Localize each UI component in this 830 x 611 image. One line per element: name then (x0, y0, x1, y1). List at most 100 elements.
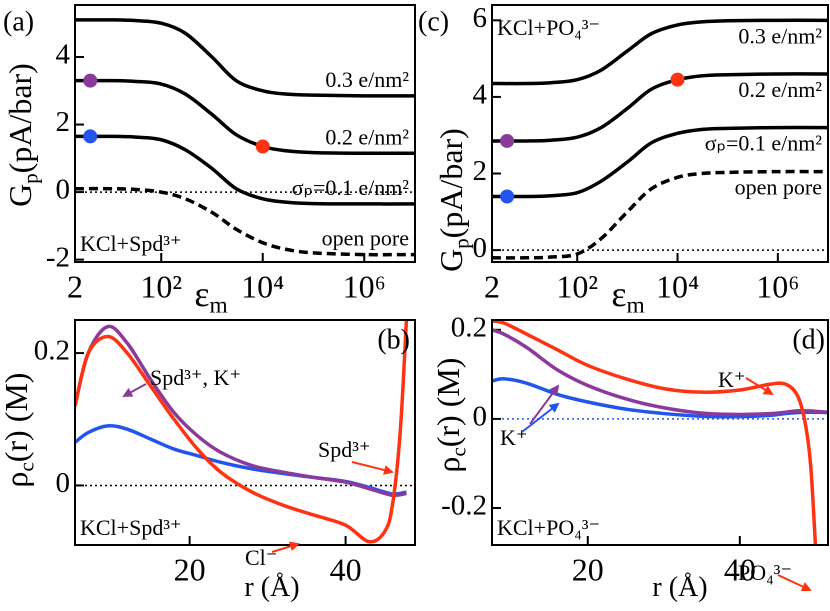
label-part: ε (194, 274, 209, 314)
y-tick-label: 0 (473, 401, 488, 433)
arrow (271, 541, 300, 553)
series-label: 0.3 e/nm² (738, 23, 822, 48)
curve (75, 186, 415, 257)
series-label: σₚ=0.1 e/nm² (292, 175, 410, 200)
arrow (777, 574, 812, 592)
y-tick-label: 0 (56, 174, 71, 206)
arrow (122, 383, 147, 397)
panel: 20 40 0 0.2 (b) r (Å) ρc(r) (M) Spd³⁺, K⁺ Spd³⁺ C… (0, 319, 416, 603)
label-part: (pA/bar) (2, 63, 38, 173)
x-axis-label: r (Å) (244, 572, 299, 603)
y-tick-label: 2 (56, 106, 71, 138)
series-label: open pore (322, 226, 409, 251)
x-tick-label: 10² (140, 268, 182, 304)
label-part: (r) (M) (0, 373, 34, 463)
plot-frame (74, 319, 416, 546)
plot-frame (74, 4, 416, 263)
y-tick-label: -0.2 (441, 490, 487, 522)
annotation: Cl⁻ (245, 545, 277, 570)
curve (75, 18, 415, 98)
label-part: c (15, 462, 38, 471)
y-tick-label: 4 (56, 39, 71, 71)
label-part: (r) (M) (430, 358, 466, 448)
annotation: KCl+PO₄³⁻ (497, 515, 600, 540)
label-part: ε (611, 274, 626, 314)
series-label: σₚ=0.1 e/nm² (705, 131, 823, 156)
panel-label: (d) (792, 324, 825, 355)
arrow (745, 377, 774, 396)
x-tick-label: 40 (724, 551, 756, 587)
y-tick-label: 0 (473, 232, 488, 264)
x-tick-label: 10⁴ (241, 268, 284, 304)
panel-label: (b) (377, 324, 410, 355)
marker (83, 129, 98, 144)
series-label: 0.2 e/nm² (325, 124, 409, 149)
x-tick-label: 20 (572, 551, 604, 587)
annotation: PO₄³⁻ (738, 560, 792, 585)
label-part: G (433, 249, 469, 272)
series-label: 0.2 e/nm² (738, 77, 822, 102)
curve (492, 320, 818, 545)
x-tick-label: 10⁶ (756, 268, 799, 304)
label-part: r (Å) (244, 572, 299, 603)
marker (500, 189, 515, 204)
y-axis-label: ρc(r) (M) (430, 358, 470, 473)
annotation: KCl+Spd³⁺ (80, 231, 182, 256)
curve (492, 328, 828, 417)
annotation: K⁺ (718, 367, 746, 392)
label-part: p (450, 238, 473, 248)
panel-label: (c) (418, 6, 449, 37)
label-part: (pA/bar) (433, 128, 469, 238)
curve (75, 320, 409, 544)
curve (75, 324, 407, 498)
y-tick-label: 0.2 (34, 335, 70, 367)
series-label: 0.3 e/nm² (325, 67, 409, 92)
label-part: m (209, 293, 227, 319)
curve (492, 72, 828, 143)
label-part: ρ (430, 457, 466, 473)
series-label: open pore (735, 175, 822, 200)
y-tick-label: 4 (473, 79, 488, 111)
y-tick-label: 6 (473, 2, 488, 34)
x-axis-label: εm (611, 274, 644, 318)
y-axis-label: ρc(r) (M) (0, 373, 38, 488)
x-tick-label: 2 (484, 268, 500, 304)
y-axis-label: Gp(pA/bar) (2, 63, 42, 207)
arrow (351, 461, 394, 475)
label-part: c (447, 447, 470, 456)
plot-frame (491, 319, 829, 546)
curve (75, 134, 415, 206)
x-tick-label: 40 (330, 551, 362, 587)
y-tick-label: 0 (56, 467, 71, 499)
panel: 2 10² 10⁴ 10⁶ -2 0 2 4 0.3 e/nm² 0.2 e/nm² σₚ=0.1 … (2, 4, 416, 319)
label-part: ρ (0, 472, 34, 488)
curve (75, 78, 415, 156)
label-part: G (2, 184, 38, 207)
marker (255, 139, 270, 154)
curve (492, 18, 828, 86)
annotation: KCl+Spd³⁺ (80, 515, 182, 540)
marker (500, 133, 515, 148)
x-tick-label: 10⁶ (343, 268, 386, 304)
annotation: Spd³⁺, K⁺ (150, 365, 241, 390)
x-tick-label: 10² (556, 268, 598, 304)
x-tick-label: 2 (67, 268, 83, 304)
y-axis-label: Gp(pA/bar) (433, 128, 473, 272)
y-tick-label: 0.2 (451, 311, 487, 343)
label-part: r (Å) (652, 572, 707, 603)
label-part: m (626, 293, 644, 319)
annotation: KCl+PO₄³⁻ (497, 15, 600, 40)
marker (83, 73, 98, 88)
panel: 2 10² 10⁴ 10⁶ 0 2 4 6 0.3 e/nm² 0.2 e/nm² σₚ=0.1 e… (418, 2, 829, 319)
curve (492, 125, 828, 199)
marker (670, 72, 685, 87)
plot-frame (491, 4, 829, 263)
x-tick-label: 20 (174, 551, 206, 587)
y-tick-label: 2 (473, 155, 488, 187)
panel: 20 40 -0.2 0 0.2 (d) r (Å) ρc(r) (M) K⁺ K⁺ KCl+PO₄… (430, 311, 829, 603)
annotation: Spd³⁺ (318, 437, 370, 462)
x-axis-label: r (Å) (652, 572, 707, 603)
annotation: K⁺ (500, 425, 528, 450)
x-axis-label: εm (194, 274, 227, 318)
